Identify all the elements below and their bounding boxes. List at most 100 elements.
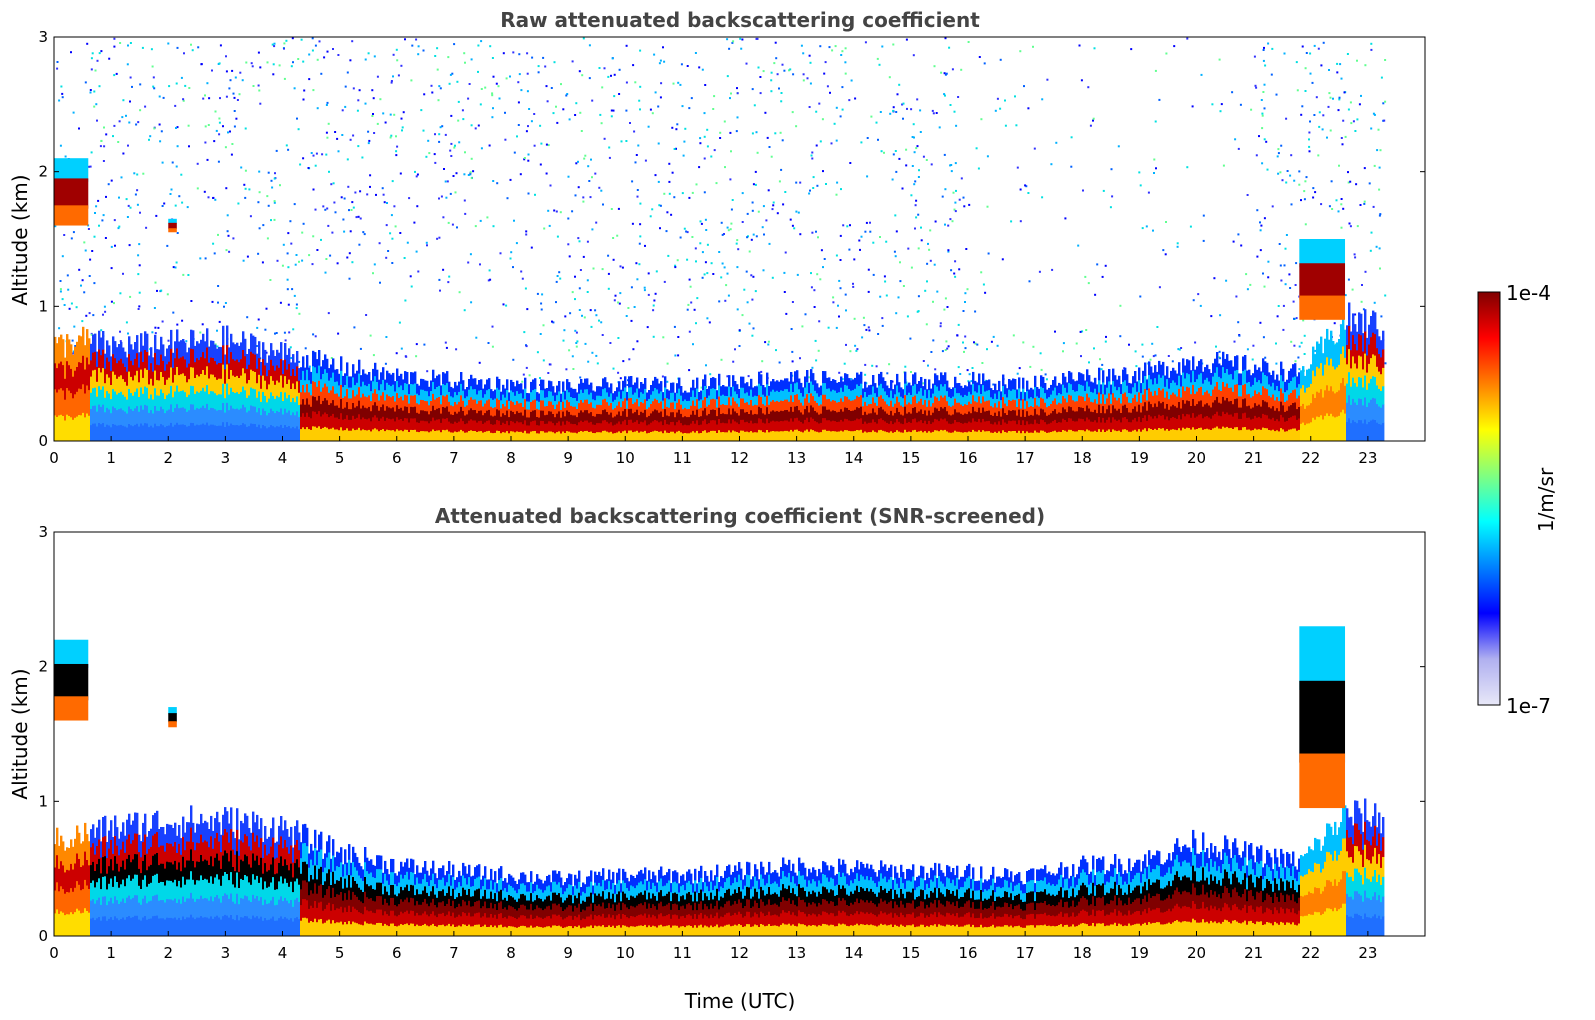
backscatter-cell bbox=[130, 408, 133, 426]
backscatter-cell bbox=[156, 410, 159, 427]
backscatter-cell bbox=[768, 422, 771, 433]
backscatter-cell bbox=[756, 395, 759, 406]
noise-speck bbox=[917, 176, 920, 178]
backscatter-cell bbox=[556, 394, 559, 405]
noise-speck bbox=[344, 105, 347, 108]
noise-speck bbox=[144, 105, 147, 108]
backscatter-cell bbox=[240, 424, 243, 442]
noise-speck bbox=[1305, 176, 1308, 179]
noise-speck bbox=[584, 342, 587, 345]
noise-speck bbox=[799, 233, 802, 236]
backscatter-cell bbox=[188, 378, 191, 395]
backscatter-cell bbox=[816, 412, 819, 423]
noise-speck bbox=[59, 290, 62, 293]
noise-speck bbox=[161, 205, 164, 207]
noise-speck bbox=[1297, 356, 1300, 359]
noise-speck bbox=[413, 221, 416, 224]
backscatter-cell bbox=[940, 418, 943, 430]
backscatter-cell bbox=[992, 407, 995, 416]
backscatter-cell bbox=[498, 430, 501, 442]
backscatter-cell bbox=[842, 391, 845, 402]
backscatter-cell bbox=[610, 402, 613, 413]
backscatter-cell bbox=[720, 413, 723, 424]
backscatter-cell bbox=[626, 424, 629, 434]
noise-speck bbox=[596, 362, 599, 365]
noise-speck bbox=[491, 57, 494, 59]
backscatter-cell bbox=[702, 420, 705, 432]
noise-speck bbox=[223, 305, 225, 308]
backscatter-cell bbox=[386, 405, 389, 418]
backscatter-cell bbox=[978, 384, 981, 397]
noise-speck bbox=[108, 57, 111, 60]
backscatter-cell bbox=[508, 400, 511, 409]
backscatter-cell bbox=[768, 413, 771, 424]
noise-speck bbox=[1271, 205, 1274, 208]
noise-speck bbox=[802, 79, 805, 82]
backscatter-cell bbox=[610, 383, 613, 394]
backscatter-cell bbox=[664, 408, 667, 420]
backscatter-cell bbox=[410, 383, 413, 396]
noise-speck bbox=[999, 107, 1002, 110]
noise-speck bbox=[1336, 62, 1339, 65]
backscatter-cell bbox=[552, 386, 555, 396]
noise-speck bbox=[232, 92, 235, 95]
backscatter-cell bbox=[134, 358, 137, 376]
noise-speck bbox=[462, 118, 465, 121]
backscatter-cell bbox=[238, 377, 241, 394]
backscatter-cell bbox=[712, 409, 715, 421]
backscatter-cell bbox=[300, 416, 303, 430]
noise-speck bbox=[1267, 260, 1270, 263]
noise-speck bbox=[867, 268, 870, 271]
backscatter-cell bbox=[910, 394, 913, 405]
backscatter-cell bbox=[548, 380, 551, 392]
noise-speck bbox=[649, 108, 652, 111]
backscatter-cell bbox=[532, 430, 535, 442]
backscatter-cell bbox=[376, 393, 379, 406]
backscatter-cell bbox=[928, 420, 931, 432]
noise-speck bbox=[1338, 98, 1341, 101]
backscatter-cell bbox=[376, 381, 379, 394]
backscatter-cell bbox=[420, 430, 423, 442]
noise-speck bbox=[1354, 313, 1357, 316]
noise-speck bbox=[1019, 220, 1022, 223]
noise-speck bbox=[199, 257, 202, 260]
backscatter-cell bbox=[142, 361, 145, 378]
backscatter-cell bbox=[716, 407, 719, 417]
noise-speck bbox=[916, 310, 919, 313]
noise-speck bbox=[926, 262, 929, 265]
backscatter-cell bbox=[878, 373, 881, 386]
noise-speck bbox=[1079, 330, 1082, 333]
backscatter-cell bbox=[654, 408, 657, 420]
backscatter-cell bbox=[402, 389, 405, 401]
noise-speck bbox=[1016, 166, 1019, 169]
backscatter-cell bbox=[480, 430, 483, 442]
noise-speck bbox=[703, 191, 706, 194]
noise-speck bbox=[647, 272, 650, 275]
noise-speck bbox=[1380, 76, 1383, 79]
noise-speck bbox=[1302, 319, 1305, 322]
backscatter-cell bbox=[864, 391, 867, 402]
noise-speck bbox=[1218, 350, 1221, 353]
backscatter-cell bbox=[414, 406, 417, 419]
noise-speck bbox=[261, 261, 264, 264]
noise-speck bbox=[703, 273, 706, 276]
noise-speck bbox=[751, 209, 754, 212]
backscatter-cell bbox=[434, 388, 437, 400]
backscatter-cell bbox=[670, 421, 673, 432]
backscatter-cell bbox=[346, 427, 349, 442]
backscatter-cell bbox=[828, 419, 831, 431]
backscatter-cell bbox=[178, 424, 181, 442]
backscatter-cell bbox=[166, 394, 169, 411]
backscatter-cell bbox=[212, 357, 215, 375]
backscatter-cell bbox=[600, 413, 603, 424]
noise-speck bbox=[393, 205, 396, 208]
backscatter-cell bbox=[722, 413, 725, 423]
backscatter-cell bbox=[450, 432, 453, 442]
noise-speck bbox=[346, 71, 349, 74]
backscatter-cell bbox=[724, 386, 727, 396]
noise-speck bbox=[332, 48, 334, 50]
backscatter-cell bbox=[364, 396, 367, 408]
backscatter-cell bbox=[968, 411, 971, 422]
backscatter-cell bbox=[128, 371, 131, 389]
noise-speck bbox=[1303, 198, 1306, 201]
